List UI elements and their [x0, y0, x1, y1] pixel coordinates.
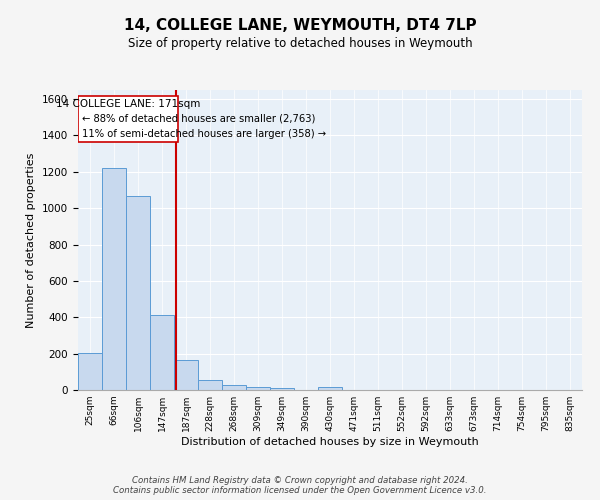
Text: 14 COLLEGE LANE: 171sqm: 14 COLLEGE LANE: 171sqm [56, 98, 200, 108]
Bar [78, 352, 102, 390]
Bar [270, 388, 294, 390]
Text: Size of property relative to detached houses in Weymouth: Size of property relative to detached ho… [128, 38, 472, 51]
Bar [150, 316, 174, 390]
Bar [246, 388, 270, 390]
Bar [102, 168, 126, 390]
Text: Contains HM Land Registry data © Crown copyright and database right 2024.
Contai: Contains HM Land Registry data © Crown c… [113, 476, 487, 495]
Text: ← 88% of detached houses are smaller (2,763): ← 88% of detached houses are smaller (2,… [82, 114, 315, 124]
FancyBboxPatch shape [78, 96, 178, 142]
Bar [198, 380, 222, 390]
X-axis label: Distribution of detached houses by size in Weymouth: Distribution of detached houses by size … [181, 437, 479, 447]
Bar [222, 386, 246, 390]
Y-axis label: Number of detached properties: Number of detached properties [26, 152, 37, 328]
Bar [174, 360, 198, 390]
Text: 11% of semi-detached houses are larger (358) →: 11% of semi-detached houses are larger (… [82, 129, 326, 139]
Text: 14, COLLEGE LANE, WEYMOUTH, DT4 7LP: 14, COLLEGE LANE, WEYMOUTH, DT4 7LP [124, 18, 476, 32]
Bar [318, 388, 342, 390]
Bar [126, 196, 150, 390]
